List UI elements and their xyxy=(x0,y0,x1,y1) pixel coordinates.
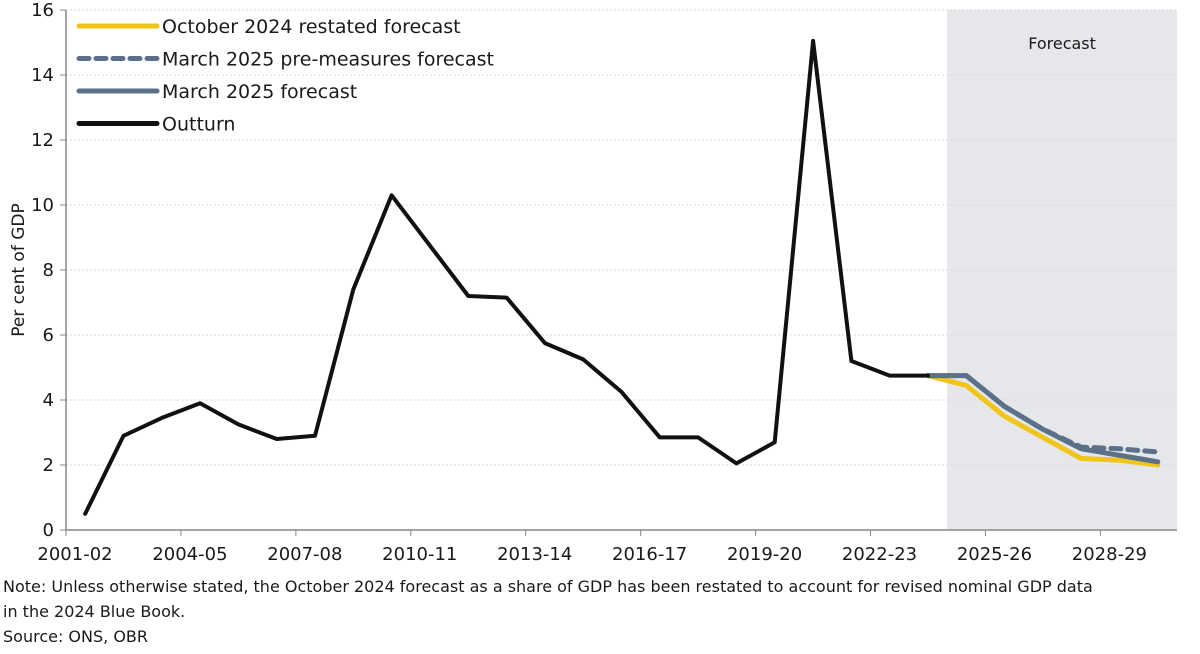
x-tick-label: 2025-26 xyxy=(957,544,1032,565)
chart: Forecast 0 2 4 6 8 10 12 14 16 2001-02 2004-05 2007… xyxy=(9,0,1177,565)
y-axis-label: Per cent of GDP xyxy=(9,203,29,336)
y-tick-label: 6 xyxy=(43,325,54,346)
y-tick-label: 16 xyxy=(31,0,54,21)
x-tick-label: 2016-17 xyxy=(612,544,687,565)
x-tick-label: 2022-23 xyxy=(842,544,917,565)
source-line: Source: ONS, OBR xyxy=(3,627,149,646)
forecast-label: Forecast xyxy=(1028,34,1096,53)
legend-label: March 2025 forecast xyxy=(162,81,357,103)
legend-label: Outturn xyxy=(162,114,235,136)
x-tick-label: 2010-11 xyxy=(382,544,457,565)
x-tick-label: 2028-29 xyxy=(1072,544,1147,565)
x-tick-label: 2007-08 xyxy=(267,544,342,565)
x-tick-label: 2019-20 xyxy=(727,544,802,565)
y-tick-label: 0 xyxy=(43,520,54,541)
legend-label: March 2025 pre-measures forecast xyxy=(162,49,494,71)
note-line-2: in the 2024 Blue Book. xyxy=(3,602,186,621)
series-line-outturn xyxy=(83,38,930,516)
x-tick-label: 2001-02 xyxy=(37,544,112,565)
y-tick-label: 12 xyxy=(31,130,54,151)
x-tick-label: 2004-05 xyxy=(152,544,227,565)
chart-notes: Note: Unless otherwise stated, the Octob… xyxy=(3,574,1200,649)
y-tick-label: 2 xyxy=(43,455,54,476)
y-tick-label: 8 xyxy=(43,260,54,281)
x-tick-label: 2013-14 xyxy=(497,544,572,565)
y-tick-label: 14 xyxy=(31,65,54,86)
legend-label: October 2024 restated forecast xyxy=(162,16,461,38)
y-tick-label: 10 xyxy=(31,195,54,216)
y-tick-label: 4 xyxy=(43,390,54,411)
note-line-1: Note: Unless otherwise stated, the Octob… xyxy=(3,577,1093,596)
